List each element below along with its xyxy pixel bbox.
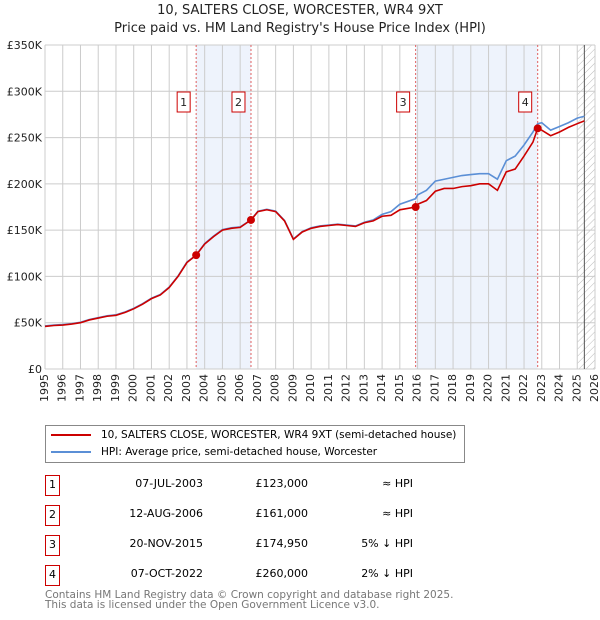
y-tick-label: £350K [7,39,43,52]
shade-region [415,45,538,369]
sale-date: 12-AUG-2006 [129,507,203,520]
sale-hpi: 5% ↓ HPI [361,537,413,550]
x-tick-label: 2022 [517,374,530,402]
sale-date: 07-OCT-2022 [130,567,203,580]
x-tick-label: 1998 [91,374,104,402]
y-tick-label: £0 [28,363,42,376]
sale-row: 4 07-OCT-2022 £260,000 2% ↓ HPI [45,565,465,586]
chart-subtitle: Price paid vs. HM Land Registry's House … [114,21,486,36]
y-tick-label: £50K [14,317,43,330]
y-tick-label: £150K [7,224,43,237]
sale-num: 2 [45,505,60,526]
legend-item-price: 10, SALTERS CLOSE, WORCESTER, WR4 9XT (s… [51,427,456,443]
x-tick-label: 2026 [588,374,600,402]
x-tick-label: 2013 [357,374,370,402]
sale-label-box [396,91,411,113]
sale-point [533,124,542,133]
sale-row: 2 12-AUG-2006 £161,000 ≈ HPI [45,505,465,526]
sale-num: 4 [45,565,60,586]
sale-row: 3 20-NOV-2015 £174,950 5% ↓ HPI [45,535,465,556]
chart-title: 10, SALTERS CLOSE, WORCESTER, WR4 9XT [157,3,443,18]
x-tick-label: 2008 [269,374,282,402]
sale-point [192,251,201,260]
sale-label-box [518,91,533,113]
x-tick-label: 2009 [286,374,299,402]
sale-num: 3 [45,535,60,556]
sale-point [411,203,420,212]
legend-item-hpi: HPI: Average price, semi-detached house,… [51,444,377,460]
x-tick-label: 2017 [428,374,441,402]
x-tick-label: 2020 [482,374,495,402]
x-tick-label: 2023 [535,374,548,402]
x-tick-label: 1995 [38,374,51,402]
legend-label-price: 10, SALTERS CLOSE, WORCESTER, WR4 9XT (s… [101,429,457,441]
y-tick-label: £250K [7,132,43,145]
sale-hpi: 2% ↓ HPI [361,567,413,580]
x-tick-label: 2021 [499,374,512,402]
sale-label-box [231,91,246,113]
legend-swatch-price [51,434,91,436]
x-tick-label: 2012 [340,374,353,402]
footer-line-2: This data is licensed under the Open Gov… [45,599,380,611]
sale-price: £260,000 [255,567,309,580]
sale-label: 3 [400,96,407,109]
x-tick-label: 2002 [162,374,175,402]
footer-line-1: Contains HM Land Registry data © Crown c… [45,589,454,601]
y-tick-label: £300K [7,85,43,98]
x-tick-label: 2007 [251,374,264,402]
sale-date: 20-NOV-2015 [129,537,203,550]
x-tick-label: 2015 [393,374,406,402]
sale-price: £161,000 [255,507,309,520]
legend-label-hpi: HPI: Average price, semi-detached house,… [101,446,378,458]
x-tick-label: 2006 [233,374,246,402]
sale-num: 1 [45,475,60,496]
sale-label: 4 [522,96,529,109]
plot-area: 1995 1996 1997 1998 1999 2000 2001 2002 2003 2004… [7,39,600,402]
x-tick-label: 2004 [198,374,211,402]
x-tick-label: 1996 [56,374,69,402]
y-tick-label: £100K [7,270,43,283]
future-hatch [577,45,595,369]
y-tick-label: £200K [7,178,43,191]
sale-label-box [176,91,191,113]
x-tick-label: 1999 [109,374,122,402]
x-tick-label: 1997 [73,374,86,402]
x-tick-label: 2000 [127,374,140,402]
sale-price: £123,000 [255,477,309,490]
x-tick-label: 2010 [304,374,317,402]
sale-point [246,215,255,224]
x-tick-label: 2018 [446,374,459,402]
legend: 10, SALTERS CLOSE, WORCESTER, WR4 9XT (s… [45,425,465,463]
x-tick-label: 2003 [180,374,193,402]
x-tick-label: 2005 [215,374,228,402]
sale-row: 1 07-JUL-2003 £123,000 ≈ HPI [45,475,465,496]
x-tick-label: 2001 [144,374,157,402]
sale-label: 1 [180,96,187,109]
sale-price: £174,950 [255,537,309,550]
legend-swatch-hpi [51,451,91,453]
sale-hpi: ≈ HPI [382,477,413,490]
sale-label: 2 [235,96,242,109]
x-tick-label: 2011 [322,374,335,402]
sale-hpi: ≈ HPI [382,507,413,520]
x-tick-label: 2014 [375,374,388,402]
footer: Contains HM Land Registry data © Crown c… [45,589,454,611]
sale-date: 07-JUL-2003 [135,477,203,490]
x-tick-label: 2016 [411,374,424,402]
x-tick-label: 2019 [464,374,477,402]
price-line [44,120,585,328]
x-tick-label: 2024 [553,374,566,402]
x-tick-label: 2025 [570,374,583,402]
